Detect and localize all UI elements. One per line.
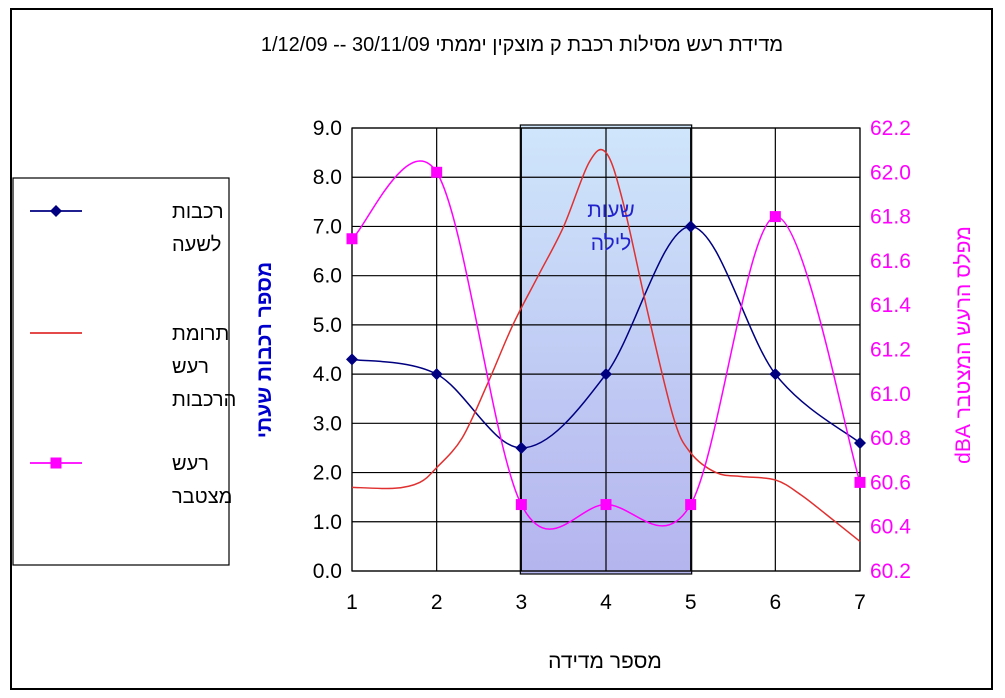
y2-tick-label: 61.4 — [870, 294, 911, 317]
y-tick-label: 0.0 — [313, 560, 342, 583]
series-line-2 — [351, 148, 861, 543]
legend-label-word: מצטבר — [172, 486, 232, 508]
y-tick-label: 5.0 — [313, 314, 342, 337]
x-tick-label: 4 — [600, 591, 612, 614]
y2-tick-label: 61.6 — [870, 250, 911, 273]
x-axis-label: מספר מדידה — [548, 650, 662, 673]
diamond-marker — [515, 441, 528, 454]
y-axis-label: מספר רכבות שעתי — [253, 262, 276, 438]
y2-tick-label: 60.2 — [870, 560, 911, 583]
y-tick-label: 3.0 — [313, 412, 342, 435]
y2-tick-label: 60.8 — [870, 427, 911, 450]
diamond-marker — [684, 220, 697, 233]
legend-diamond-marker — [50, 205, 62, 217]
y-tick-label: 8.0 — [313, 166, 342, 189]
legend: רכבות לשעה תרומת רעש הרכבות רעש מצטבר — [12, 177, 236, 566]
y2-tick-label: 60.6 — [870, 471, 911, 494]
legend-box — [12, 177, 230, 566]
x-tick-label: 6 — [769, 591, 781, 614]
y2-tick-label: 61.0 — [870, 383, 911, 406]
diamond-marker — [430, 368, 443, 381]
x-tick-label: 1 — [346, 591, 358, 614]
legend-label-word: תרומת — [172, 323, 229, 345]
legend-label-word: הרכבות — [172, 389, 236, 411]
y-tick-label: 7.0 — [313, 215, 342, 238]
square-marker — [346, 233, 358, 245]
y2-tick-label: 62.0 — [870, 161, 911, 184]
chart-title: מדידת רעש מסילות רכבת ק מוצקין יממתי 30/… — [261, 34, 783, 56]
y-tick-label: 9.0 — [313, 117, 342, 140]
diamond-marker — [346, 353, 358, 366]
y-tick-label: 2.0 — [313, 462, 342, 485]
square-marker — [685, 499, 697, 511]
y2-tick-label: 61.2 — [870, 339, 911, 362]
y-tick-label: 6.0 — [313, 265, 342, 288]
legend-label-word: רעש — [172, 356, 209, 378]
night-label-line: שעות — [587, 199, 635, 222]
y-tick-label: 4.0 — [313, 363, 342, 386]
legend-label-word: רכבות — [172, 201, 224, 223]
x-tick-label: 3 — [515, 591, 527, 614]
night-hours-label: שעות לילה — [587, 199, 635, 255]
right-axis-ticks: 60.2 60.4 60.6 60.8 61.0 61.2 61.4 61.6 61.8 62.0… — [870, 117, 911, 583]
y2-tick-label: 61.8 — [870, 206, 911, 229]
y2-tick-label: 62.2 — [870, 117, 911, 140]
x-tick-label: 5 — [685, 591, 697, 614]
legend-square-marker — [50, 457, 62, 469]
square-marker — [515, 499, 527, 511]
legend-label-word: לשעה — [172, 234, 221, 256]
x-tick-label: 7 — [854, 591, 866, 614]
y2-tick-label: 60.4 — [870, 516, 911, 539]
legend-label-word: רעש — [172, 453, 209, 475]
square-marker — [854, 476, 866, 488]
x-tick-label: 2 — [431, 591, 443, 614]
plot-area-border — [351, 127, 861, 572]
y2-axis-label: מפלס הרעש המצטבר dBA — [952, 226, 975, 464]
square-marker — [431, 166, 443, 178]
series-layer — [346, 148, 866, 543]
square-marker — [600, 499, 612, 511]
x-axis-ticks: 1 2 3 4 5 6 7 — [346, 591, 866, 614]
diamond-marker — [600, 368, 612, 381]
square-marker — [769, 211, 781, 223]
y-tick-label: 1.0 — [313, 511, 342, 534]
night-label-line: לילה — [591, 232, 632, 255]
diamond-marker — [769, 368, 782, 381]
diamond-marker — [854, 437, 866, 450]
left-axis-ticks: 0.0 1.0 2.0 3.0 4.0 5.0 6.0 7.0 8.0 9.0 — [313, 117, 342, 583]
